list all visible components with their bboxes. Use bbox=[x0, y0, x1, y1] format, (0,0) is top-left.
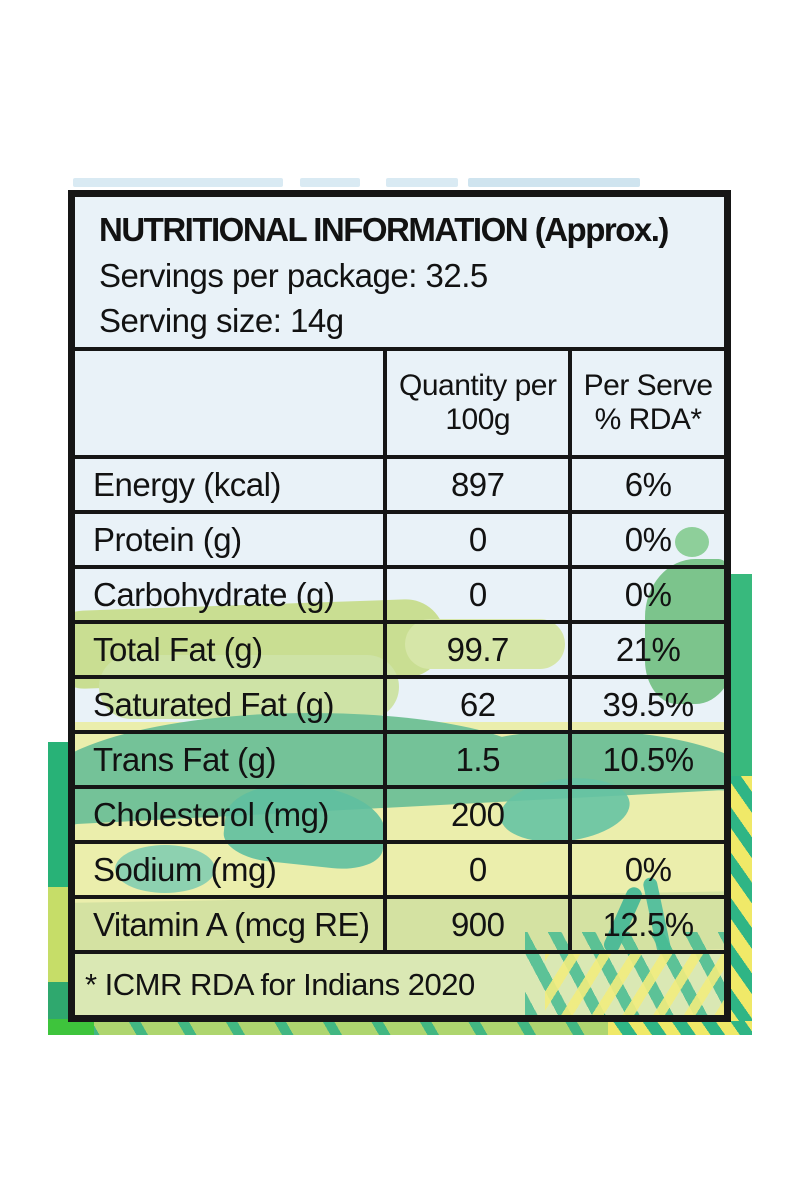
packaging-art bbox=[48, 176, 752, 1036]
nutrition-panel: NUTRITIONAL INFORMATION (Approx.) Servin… bbox=[68, 190, 731, 1022]
row-protein-label: Protein (g) bbox=[75, 510, 384, 565]
row-energy-label: Energy (kcal) bbox=[75, 455, 384, 510]
row-total-fat-label: Total Fat (g) bbox=[75, 620, 384, 675]
row-saturated-fat-rda: 39.5% bbox=[568, 675, 724, 730]
row-cholesterol-rda bbox=[568, 785, 724, 840]
row-total-fat-rda: 21% bbox=[568, 620, 724, 675]
row-saturated-fat-label: Saturated Fat (g) bbox=[75, 675, 384, 730]
row-trans-fat-quantity: 1.5 bbox=[383, 730, 569, 785]
row-trans-fat-rda: 10.5% bbox=[568, 730, 724, 785]
row-carbohydrate-quantity: 0 bbox=[383, 565, 569, 620]
row-energy-quantity: 897 bbox=[383, 455, 569, 510]
tree-blob bbox=[645, 559, 724, 704]
column-header-per-serve: Per Serve % RDA* bbox=[568, 347, 724, 455]
nutrition-table: NUTRITIONAL INFORMATION (Approx.) Servin… bbox=[75, 197, 724, 1015]
row-sodium-label: Sodium (mg) bbox=[75, 840, 384, 895]
row-total-fat-quantity: 99.7 bbox=[383, 620, 569, 675]
tree-canopy-shape bbox=[405, 619, 565, 669]
row-sodium-quantity: 0 bbox=[383, 840, 569, 895]
plant-shape bbox=[115, 845, 215, 893]
row-energy-rda: 6% bbox=[568, 455, 724, 510]
top-blue-strip bbox=[300, 178, 360, 187]
top-blue-strip bbox=[73, 178, 283, 187]
row-saturated-fat-quantity: 62 bbox=[383, 675, 569, 730]
servings-per-package: Servings per package: 32.5 bbox=[99, 257, 488, 294]
row-carbohydrate-rda: 0% bbox=[568, 565, 724, 620]
row-protein-rda: 0% bbox=[568, 510, 724, 565]
column-header-nutrient bbox=[75, 347, 384, 455]
row-cholesterol-quantity: 200 bbox=[383, 785, 569, 840]
row-protein-quantity: 0 bbox=[383, 510, 569, 565]
row-vitamin-a-label: Vitamin A (mcg RE) bbox=[75, 895, 384, 950]
label-header: NUTRITIONAL INFORMATION (Approx.) Servin… bbox=[75, 197, 724, 347]
top-blue-strip bbox=[386, 178, 458, 187]
right-striped-strip bbox=[731, 776, 752, 1034]
row-vitamin-a-rda: 12.5% bbox=[568, 895, 724, 950]
bottom-right-stripes bbox=[608, 1021, 752, 1035]
bottom-grass-dashes bbox=[88, 1021, 608, 1035]
tree-canopy-shape bbox=[99, 655, 399, 719]
rda-footnote: * ICMR RDA for Indians 2020 bbox=[75, 950, 724, 1015]
row-carbohydrate-label: Carbohydrate (g) bbox=[75, 565, 384, 620]
row-vitamin-a-quantity: 900 bbox=[383, 895, 569, 950]
row-trans-fat-label: Trans Fat (g) bbox=[75, 730, 384, 785]
row-sodium-rda: 0% bbox=[568, 840, 724, 895]
column-header-quantity: Quantity per 100g bbox=[383, 347, 569, 455]
tree-blob bbox=[675, 527, 709, 557]
grass-shape bbox=[545, 952, 724, 1015]
scene-art bbox=[75, 197, 724, 1015]
left-yellow-strip bbox=[48, 887, 68, 982]
panel-title: NUTRITIONAL INFORMATION (Approx.) bbox=[99, 211, 669, 248]
serving-size: Serving size: 14g bbox=[99, 302, 344, 339]
row-cholesterol-label: Cholesterol (mg) bbox=[75, 785, 384, 840]
left-teal-strip bbox=[48, 742, 68, 887]
bottom-left-corner bbox=[48, 1019, 94, 1035]
top-blue-strip bbox=[468, 178, 640, 187]
right-green-strip bbox=[731, 574, 752, 779]
